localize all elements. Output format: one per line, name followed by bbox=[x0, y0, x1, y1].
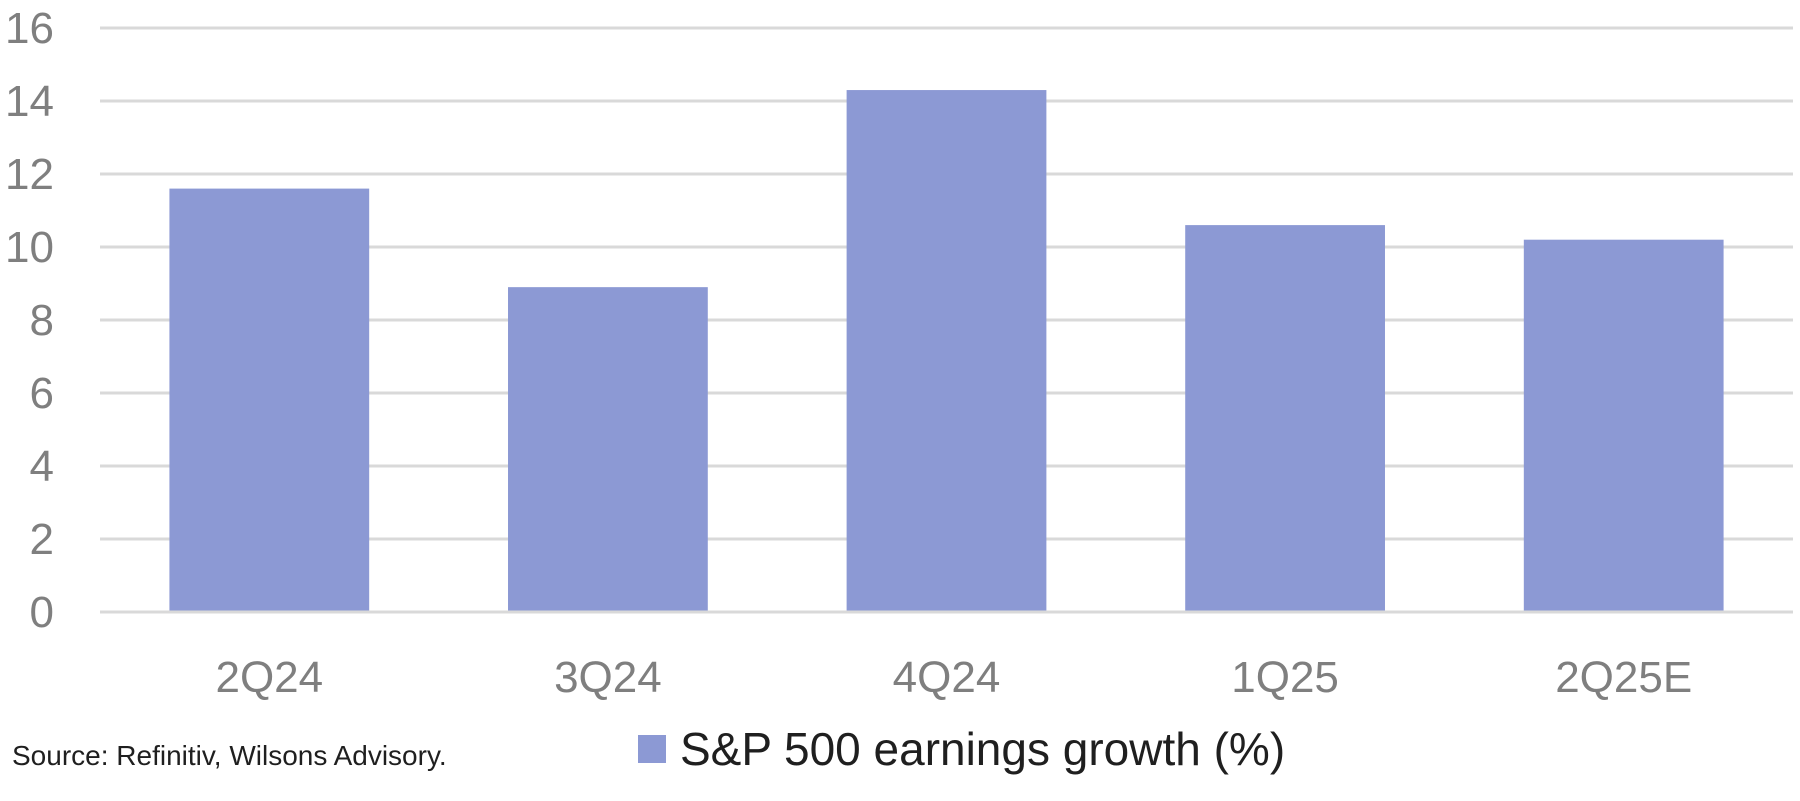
source-note: Source: Refinitiv, Wilsons Advisory. bbox=[12, 740, 447, 771]
chart-footer: Source: Refinitiv, Wilsons Advisory. S&P… bbox=[0, 720, 1800, 790]
bar-2Q24 bbox=[169, 188, 370, 612]
y-axis: 0 2 4 6 8 10 12 14 16 bbox=[5, 4, 54, 637]
y-tick-label: 6 bbox=[30, 369, 54, 418]
bar-1Q25 bbox=[1185, 225, 1385, 612]
legend-swatch bbox=[638, 735, 666, 763]
x-axis: 2Q24 3Q24 4Q24 1Q25 2Q25E bbox=[100, 610, 1793, 702]
y-tick-label: 4 bbox=[30, 442, 54, 491]
x-tick-label: 2Q24 bbox=[215, 653, 323, 702]
x-tick-label: 1Q25 bbox=[1231, 653, 1339, 702]
y-tick-label: 16 bbox=[5, 4, 54, 53]
y-tick-label: 0 bbox=[30, 588, 54, 637]
x-tick-label: 3Q24 bbox=[554, 653, 662, 702]
bar-3Q24 bbox=[508, 287, 708, 612]
bar-4Q24 bbox=[846, 90, 1047, 613]
y-tick-label: 10 bbox=[5, 223, 54, 272]
bars bbox=[169, 90, 1724, 613]
y-tick-label: 2 bbox=[30, 515, 54, 564]
y-tick-label: 12 bbox=[5, 150, 54, 199]
x-tick-label: 4Q24 bbox=[893, 653, 1001, 702]
y-tick-label: 8 bbox=[30, 296, 54, 345]
bar-2Q25E bbox=[1523, 239, 1724, 612]
y-tick-label: 14 bbox=[5, 77, 54, 126]
x-tick-label: 2Q25E bbox=[1555, 653, 1692, 702]
legend: S&P 500 earnings growth (%) bbox=[638, 722, 1285, 776]
legend-label: S&P 500 earnings growth (%) bbox=[680, 723, 1286, 775]
